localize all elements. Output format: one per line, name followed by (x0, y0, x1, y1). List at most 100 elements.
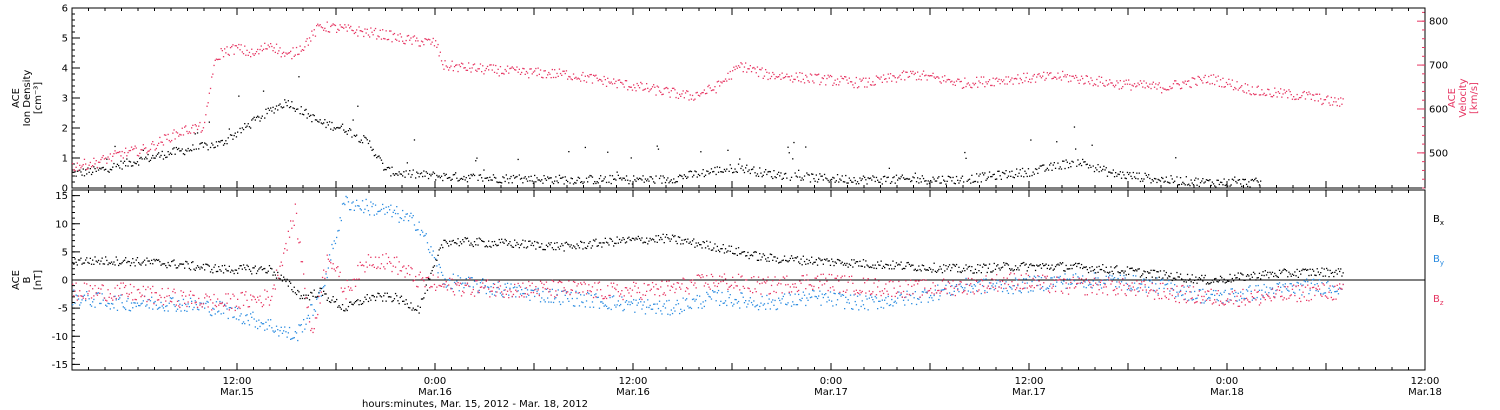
bx-series-point (587, 245, 589, 247)
bz-series-point (163, 296, 166, 299)
velocity-point (523, 68, 525, 70)
velocity-point (254, 53, 256, 55)
by-series-point (212, 307, 214, 309)
velocity-point (1011, 77, 1013, 79)
by-series-point (110, 302, 113, 305)
bx-series-point (855, 261, 857, 263)
velocity-point (148, 150, 150, 152)
by-series-point (517, 290, 519, 292)
by-series-point (108, 303, 110, 305)
bx-series-point (1209, 282, 1211, 285)
density-point (405, 170, 407, 172)
velocity-point (1129, 83, 1131, 85)
density-point (766, 173, 768, 176)
bx-series-point (178, 265, 180, 267)
velocity-point (662, 93, 664, 95)
bx-series-point (1115, 266, 1117, 268)
bx-series-point (1122, 270, 1124, 272)
by-series-point (559, 303, 562, 306)
velocity-point (129, 149, 132, 152)
bx-series-point (1327, 269, 1329, 271)
field-axis-tick-label: -10 (52, 332, 68, 343)
by-series-point (419, 234, 421, 236)
bx-series-point (1085, 266, 1087, 268)
bz-series-point (787, 283, 789, 286)
by-series-point (720, 300, 722, 302)
by-series-point (1018, 290, 1020, 292)
bx-series-point (228, 265, 230, 267)
by-series-point (1162, 279, 1164, 281)
bx-series-point (1128, 273, 1130, 275)
bx-series-point (921, 264, 923, 266)
bz-series-point (178, 305, 180, 307)
density-point (668, 182, 670, 184)
bz-series-point (103, 297, 106, 299)
by-series-point (1331, 285, 1334, 287)
by-series-point (613, 295, 615, 297)
bz-series-point (688, 293, 690, 295)
bz-series-point (115, 297, 117, 300)
density-point (478, 174, 480, 176)
velocity-point (192, 124, 194, 126)
density-point (420, 172, 423, 174)
by-series-point (625, 300, 628, 302)
density-point (356, 134, 358, 136)
bz-series-point (697, 274, 700, 276)
bx-series-point (627, 237, 629, 239)
bz-series-point (87, 293, 89, 295)
by-series-point (161, 305, 163, 307)
bx-series-point (673, 236, 675, 238)
density-point (957, 179, 959, 181)
density-point (1155, 178, 1157, 180)
density-point (799, 176, 801, 178)
bx-series-point (928, 267, 931, 269)
density-point (1191, 182, 1193, 184)
density-point (400, 173, 403, 175)
bx-series-point (868, 266, 870, 269)
velocity-point (878, 77, 880, 79)
density-point (873, 176, 875, 178)
by-series-point (887, 295, 889, 298)
bx-series-point (1095, 272, 1097, 274)
velocity-point (849, 81, 852, 83)
by-series-point (156, 308, 159, 310)
bz-series-point (288, 236, 291, 238)
by-series-point (273, 331, 275, 333)
bz-series-point (644, 294, 647, 296)
velocity-point (372, 34, 374, 36)
density-point (905, 178, 907, 180)
velocity-point (264, 42, 266, 44)
density-point (827, 179, 829, 182)
velocity-point (1021, 82, 1024, 84)
bz-series-point (727, 288, 729, 290)
density-point (620, 177, 622, 179)
velocity-point (1073, 77, 1076, 79)
density-point (1142, 180, 1144, 182)
bz-series-point (367, 254, 370, 256)
bx-series-point (1229, 273, 1231, 276)
velocity-point (1285, 90, 1288, 92)
by-series-point (1158, 287, 1160, 290)
velocity-point (1189, 86, 1191, 88)
velocity-point (1148, 86, 1150, 88)
bx-series-point (406, 303, 408, 305)
bz-series-point (534, 289, 536, 291)
by-series-point (424, 234, 426, 237)
velocity-point (142, 144, 144, 146)
bz-series-point (341, 291, 344, 293)
density-point (952, 176, 954, 179)
bx-series-point (1017, 267, 1019, 269)
density-point (1230, 184, 1232, 186)
by-series-point (132, 307, 134, 309)
by-series-point (1096, 283, 1098, 286)
bx-series-point (468, 240, 470, 242)
velocity-point (245, 54, 247, 56)
velocity-point (1229, 83, 1231, 85)
density-point (488, 179, 490, 182)
bx-series-point (1072, 264, 1074, 266)
density-point (1076, 165, 1078, 167)
velocity-point (834, 79, 836, 81)
bx-series-point (792, 257, 794, 259)
by-series-point (398, 221, 400, 223)
by-series-point (805, 304, 807, 307)
